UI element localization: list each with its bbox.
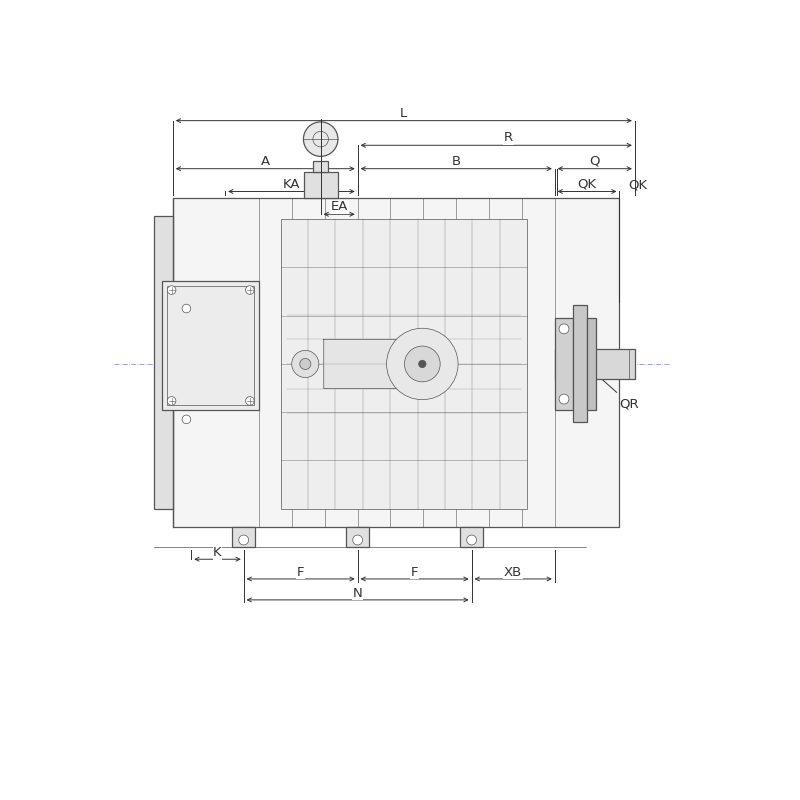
- Circle shape: [300, 358, 311, 370]
- Circle shape: [559, 324, 569, 334]
- Text: N: N: [353, 586, 362, 600]
- Circle shape: [182, 304, 190, 313]
- Circle shape: [246, 397, 254, 406]
- Text: XB: XB: [504, 566, 522, 578]
- Text: QR: QR: [594, 373, 639, 410]
- Bar: [162, 281, 259, 410]
- Bar: [586, 318, 596, 410]
- Bar: [167, 286, 254, 406]
- Bar: [460, 527, 483, 547]
- Text: KA: KA: [282, 178, 300, 190]
- Circle shape: [405, 346, 440, 382]
- Bar: [574, 306, 586, 422]
- Text: F: F: [297, 566, 305, 578]
- Bar: [154, 216, 173, 509]
- Circle shape: [418, 360, 426, 368]
- Circle shape: [292, 350, 319, 378]
- Circle shape: [167, 397, 176, 406]
- Bar: [232, 527, 255, 547]
- Text: QK: QK: [578, 178, 597, 190]
- Bar: [554, 318, 574, 410]
- Circle shape: [167, 286, 176, 294]
- Text: A: A: [261, 154, 270, 168]
- Bar: [313, 161, 328, 172]
- Circle shape: [386, 328, 458, 400]
- Bar: [346, 527, 370, 547]
- Circle shape: [559, 394, 569, 404]
- Circle shape: [353, 535, 362, 545]
- Text: R: R: [504, 131, 513, 144]
- Circle shape: [238, 535, 249, 545]
- Polygon shape: [324, 339, 429, 389]
- Bar: [304, 172, 338, 198]
- Text: F: F: [411, 566, 418, 578]
- Circle shape: [466, 535, 477, 545]
- Bar: [173, 198, 619, 527]
- Text: K: K: [213, 546, 222, 559]
- Text: QK: QK: [629, 179, 648, 192]
- Text: Q: Q: [590, 154, 600, 168]
- Text: L: L: [400, 106, 407, 120]
- Circle shape: [303, 122, 338, 156]
- Bar: [281, 219, 527, 509]
- Circle shape: [182, 415, 190, 424]
- Text: B: B: [452, 154, 461, 168]
- Text: EA: EA: [330, 200, 348, 214]
- Circle shape: [246, 286, 254, 294]
- Bar: [554, 349, 635, 379]
